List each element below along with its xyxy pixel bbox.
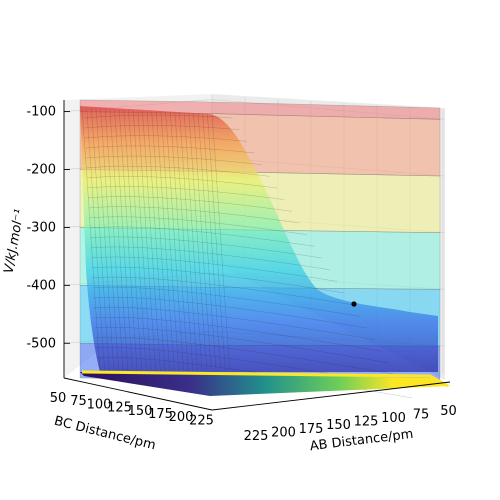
mesh-line xyxy=(183,112,203,371)
bc-tick-label: 150 xyxy=(128,404,153,419)
ab-axis-ticks: 225 200 175 150 125 100 75 50 xyxy=(244,404,457,444)
z-tick-label: -100 xyxy=(26,105,56,120)
mesh-line xyxy=(142,110,161,371)
mesh-line xyxy=(83,114,233,119)
bc-tick-label: 200 xyxy=(169,410,194,425)
mesh-line xyxy=(151,111,170,371)
mesh-line xyxy=(87,186,285,200)
ab-tick-label: 225 xyxy=(244,429,269,444)
mesh-line xyxy=(91,276,353,305)
mesh-line xyxy=(91,266,345,294)
mesh-line xyxy=(91,108,110,371)
mesh-line xyxy=(109,109,129,371)
mesh-line xyxy=(179,112,198,371)
z-tick-label: -400 xyxy=(26,278,56,293)
ab-axis-label: AB Distance/pm xyxy=(309,427,414,455)
ab-tick-label: 75 xyxy=(413,407,430,422)
z-tick-label: -500 xyxy=(26,336,56,351)
mesh-line xyxy=(90,256,338,282)
mesh-line xyxy=(104,109,124,371)
mesh-line xyxy=(197,113,217,371)
z-axis-ticks: -100 -200 -300 -400 -500 xyxy=(26,105,70,351)
mesh-line xyxy=(123,109,143,371)
mesh-line xyxy=(92,286,360,317)
mesh-line xyxy=(95,108,115,371)
mesh-line xyxy=(86,176,278,189)
bc-tick-label: 50 xyxy=(50,391,67,406)
mesh-line xyxy=(202,113,221,371)
z-tick-label: -300 xyxy=(26,220,56,235)
mesh-line xyxy=(146,110,166,371)
bc-tick-label: 125 xyxy=(107,401,132,416)
mesh-line xyxy=(188,112,208,371)
mesh-line xyxy=(93,316,383,352)
mesh-line xyxy=(114,109,133,371)
mesh-line xyxy=(137,110,156,371)
bc-tick-label: 175 xyxy=(148,407,173,422)
mesh-line xyxy=(174,112,194,371)
potential-surface xyxy=(80,106,438,399)
mesh-line xyxy=(85,155,263,165)
mesh-line xyxy=(193,113,212,371)
mesh-line xyxy=(88,206,300,224)
mesh-line xyxy=(92,296,368,329)
mesh-line xyxy=(93,306,375,340)
bc-tick-label: 225 xyxy=(189,413,214,428)
mesh-line xyxy=(90,246,330,270)
mesh-line xyxy=(100,108,119,371)
mesh-line xyxy=(84,135,248,142)
mesh-line xyxy=(165,111,184,371)
mesh-line xyxy=(132,110,152,371)
ab-tick-label: 175 xyxy=(299,422,324,437)
contour-band xyxy=(79,99,441,120)
mesh-line xyxy=(87,196,293,212)
mesh-line xyxy=(169,112,189,371)
mesh-line xyxy=(160,111,180,371)
mesh-line xyxy=(84,125,240,130)
trajectory-point xyxy=(351,301,357,307)
mesh-line xyxy=(156,111,175,371)
mesh-line xyxy=(89,236,323,259)
mesh-line xyxy=(94,326,390,364)
ab-tick-label: 150 xyxy=(326,418,351,433)
mesh-line xyxy=(89,226,315,247)
floor-contour xyxy=(80,372,450,396)
mesh-line xyxy=(81,107,101,371)
mesh-line xyxy=(128,110,147,371)
ab-tick-label: 125 xyxy=(354,415,379,430)
ab-tick-label: 50 xyxy=(440,404,457,419)
z-tick-label: -200 xyxy=(26,163,56,178)
mesh-line xyxy=(88,216,308,235)
surface-mesh xyxy=(81,107,413,399)
z-axis-label: V/kJ.mol⁻¹ xyxy=(2,208,28,275)
mesh-line xyxy=(86,108,105,371)
mesh-line xyxy=(207,113,226,371)
mesh-line xyxy=(211,113,231,371)
ab-tick-label: 200 xyxy=(271,425,296,440)
ab-tick-label: 100 xyxy=(381,411,406,426)
bc-axis-label: BC Distance/pm xyxy=(53,414,158,454)
axes xyxy=(63,100,451,411)
mesh-line xyxy=(86,165,270,177)
mesh-line xyxy=(85,145,255,154)
surface-body xyxy=(80,106,438,372)
bc-tick-label: 100 xyxy=(87,397,112,412)
bc-tick-label: 75 xyxy=(70,394,87,409)
mesh-line xyxy=(118,109,138,371)
mesh-line xyxy=(94,337,398,375)
